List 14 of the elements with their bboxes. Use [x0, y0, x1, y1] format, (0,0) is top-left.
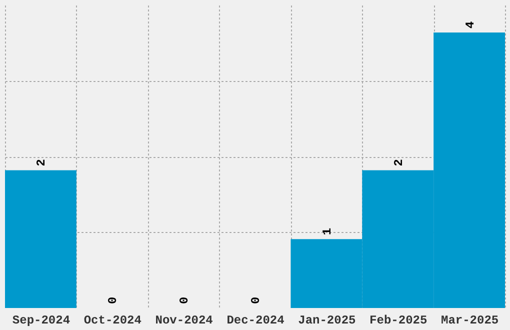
data-label: 0: [106, 296, 120, 304]
x-tick-label: Sep-2024: [12, 314, 70, 328]
x-tick-label: Mar-2025: [440, 314, 499, 328]
x-tick-label: Jan-2025: [298, 314, 356, 328]
x-tick-label: Oct-2024: [84, 314, 142, 328]
x-tick-label: Feb-2025: [370, 314, 428, 328]
x-tick-label: Dec-2024: [226, 314, 284, 328]
data-label: 4: [463, 21, 478, 29]
x-tick-label: Nov-2024: [155, 314, 213, 328]
data-label: 1: [320, 228, 334, 236]
data-label: 2: [392, 159, 406, 166]
data-label: 2: [34, 159, 49, 166]
data-label: 0: [178, 296, 192, 304]
data-label: 0: [249, 296, 263, 304]
